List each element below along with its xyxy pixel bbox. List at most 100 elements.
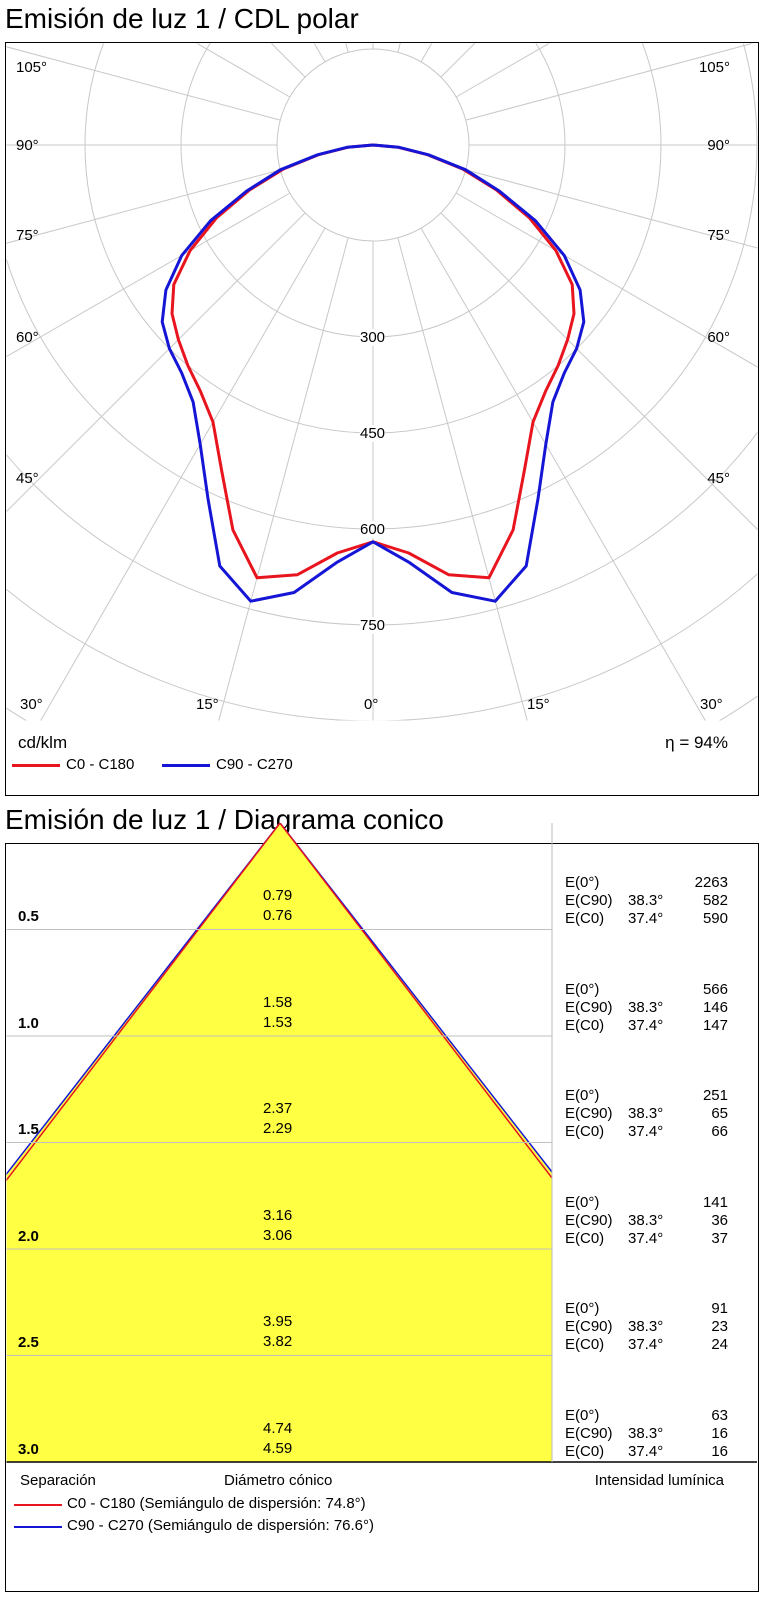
cone-row-ec90-angle: 38.3°	[628, 1424, 664, 1442]
cone-row-ec0-angle: 37.4°	[628, 1442, 664, 1460]
cone-row-diameter-c90: 3.95	[263, 1313, 293, 1330]
cone-row-ec0-value: 66	[711, 1123, 728, 1140]
legend-line-c90	[162, 764, 210, 767]
cone-row-e0-value: 251	[702, 1087, 728, 1104]
cone-row-ec90-label: E(C90)	[565, 1105, 613, 1122]
cone-row-ec0-label: E(C0)	[565, 910, 605, 927]
cone-row-ec90-value: 146	[702, 998, 728, 1016]
cone-row-e0-label: E(0°)	[565, 1300, 600, 1317]
legend-line-c0	[12, 764, 60, 767]
polar-grid-spoke	[6, 192, 291, 358]
cone-footer-diameter: Diámetro cónico	[224, 1472, 333, 1489]
cone-row-ec90-value: 23	[711, 1318, 728, 1335]
cone-legend-line-c90	[14, 1526, 62, 1528]
cone-row-e0-value: 91	[711, 1300, 728, 1317]
cone-legend-line-c0	[14, 1504, 62, 1506]
polar-chart-title: Emisión de luz 1 / CDL polar	[5, 3, 359, 34]
cone-row-ec90-angle: 38.3°	[628, 998, 664, 1016]
cone-row-diameter-c90: 4.74	[263, 1419, 293, 1437]
cone-footer-intensity: Intensidad lumínica	[594, 1472, 724, 1489]
cone-legend-label-c0: C0 - C180 (Semiángulo de dispersión: 74.…	[67, 1495, 366, 1512]
polar-grid-spoke	[440, 212, 758, 531]
polar-unit-label: cd/klm	[18, 733, 68, 752]
cone-row-e0-value: 141	[702, 1193, 728, 1211]
cone-row-diameter-c90: 0.79	[263, 887, 293, 904]
polar-angle-label-left: 45°	[16, 470, 39, 487]
polar-grid-spoke	[6, 212, 306, 513]
polar-angle-label-left: 105°	[16, 59, 48, 76]
polar-angle-label-bottom-right: 15°	[527, 696, 550, 713]
cone-row-ec90-angle: 38.3°	[628, 1105, 664, 1122]
cone-row-ec90-label: E(C90)	[565, 998, 613, 1016]
polar-grid-spoke	[397, 237, 528, 721]
polar-angle-label-left: 75°	[16, 227, 39, 244]
cone-row-diameter-c0: 2.29	[263, 1120, 293, 1137]
cone-row-ec90-angle: 38.3°	[628, 1318, 664, 1335]
cone-row-ec90-label: E(C90)	[565, 892, 613, 909]
cone-row-ec0-value: 147	[702, 1016, 728, 1034]
cone-row-e0-value: 2263	[694, 874, 728, 891]
polar-grid-spoke	[455, 192, 758, 368]
cone-row-ec90-angle: 38.3°	[628, 892, 664, 909]
polar-angle-label-right: 60°	[707, 329, 730, 346]
polar-radial-label: 300	[360, 329, 386, 346]
polar-angle-label-bottom-left: 30°	[20, 696, 43, 713]
cone-row-diameter-c90: 1.58	[263, 993, 293, 1011]
cone-row-ec90-angle: 38.3°	[628, 1211, 664, 1229]
polar-grid-spoke	[218, 237, 349, 721]
cone-row-ec90-value: 16	[711, 1424, 728, 1442]
cone-row-diameter-c90: 3.16	[263, 1206, 293, 1224]
cone-row-ec0-label: E(C0)	[565, 1442, 605, 1460]
cone-row-diameter-c0: 1.53	[263, 1013, 293, 1031]
cone-row-ec0-label: E(C0)	[565, 1016, 605, 1034]
cone-row-ec0-angle: 37.4°	[628, 1229, 664, 1247]
polar-angle-label-left: 60°	[16, 329, 39, 346]
polar-grid-spoke	[420, 227, 706, 721]
polar-radial-label: 750	[360, 617, 386, 634]
cone-row-e0-label: E(0°)	[565, 1087, 600, 1104]
efficiency-label: η = 94%	[665, 733, 728, 752]
cone-row-separation: 1.5	[18, 1121, 39, 1138]
cone-row-ec90-value: 582	[702, 892, 728, 909]
cone-row-ec0-angle: 37.4°	[628, 1016, 664, 1034]
cone-row-e0-value: 566	[702, 980, 728, 998]
polar-angle-label-right: 90°	[707, 137, 730, 154]
cone-legend-label-c90: C90 - C270 (Semiángulo de dispersión: 76…	[67, 1517, 375, 1534]
cone-row-ec0-value: 16	[711, 1442, 728, 1460]
legend-label-c0: C0 - C180	[66, 756, 135, 773]
cone-row-diameter-c0: 3.06	[263, 1226, 293, 1244]
polar-angle-label-left: 90°	[16, 137, 39, 154]
cone-row-e0-label: E(0°)	[565, 980, 600, 998]
polar-radial-label: 450	[360, 425, 386, 442]
cone-row-ec90-label: E(C90)	[565, 1424, 613, 1442]
cone-row-separation: 3.0	[18, 1440, 39, 1458]
cone-row-e0-label: E(0°)	[565, 1193, 600, 1211]
cone-row-ec90-value: 36	[711, 1211, 728, 1229]
cone-row-ec0-label: E(C0)	[565, 1229, 605, 1247]
cone-row-ec90-value: 65	[711, 1105, 728, 1122]
cone-row-ec0-value: 590	[702, 910, 728, 927]
cone-diagram-frame	[5, 843, 759, 1592]
polar-series-c90-c270	[160, 143, 586, 603]
cone-row-diameter-c90: 2.37	[263, 1100, 293, 1117]
cone-row-ec0-angle: 37.4°	[628, 1336, 664, 1353]
cone-row-ec0-angle: 37.4°	[628, 1123, 664, 1140]
polar-angle-label-right: 75°	[707, 227, 730, 244]
cone-row-ec0-angle: 37.4°	[628, 910, 664, 927]
cone-row-ec0-label: E(C0)	[565, 1336, 605, 1353]
cone-row-ec0-value: 24	[711, 1336, 728, 1353]
polar-grid-spoke	[465, 43, 754, 121]
cone-row-e0-label: E(0°)	[565, 1406, 600, 1424]
polar-angle-label-right: 105°	[698, 59, 730, 76]
polar-grid-spoke	[465, 169, 758, 249]
polar-chart-frame	[5, 42, 759, 796]
legend-label-c90: C90 - C270	[216, 756, 293, 773]
polar-angle-label-right: 45°	[707, 470, 730, 487]
cone-row-ec90-label: E(C90)	[565, 1211, 613, 1229]
cone-row-separation: 2.0	[18, 1227, 39, 1245]
cone-row-ec0-value: 37	[711, 1229, 728, 1247]
cone-row-ec0-label: E(C0)	[565, 1123, 605, 1140]
cone-row-e0-value: 63	[711, 1406, 728, 1424]
cone-footer-separation: Separación	[20, 1472, 96, 1489]
polar-radial-label: 600	[360, 521, 386, 538]
